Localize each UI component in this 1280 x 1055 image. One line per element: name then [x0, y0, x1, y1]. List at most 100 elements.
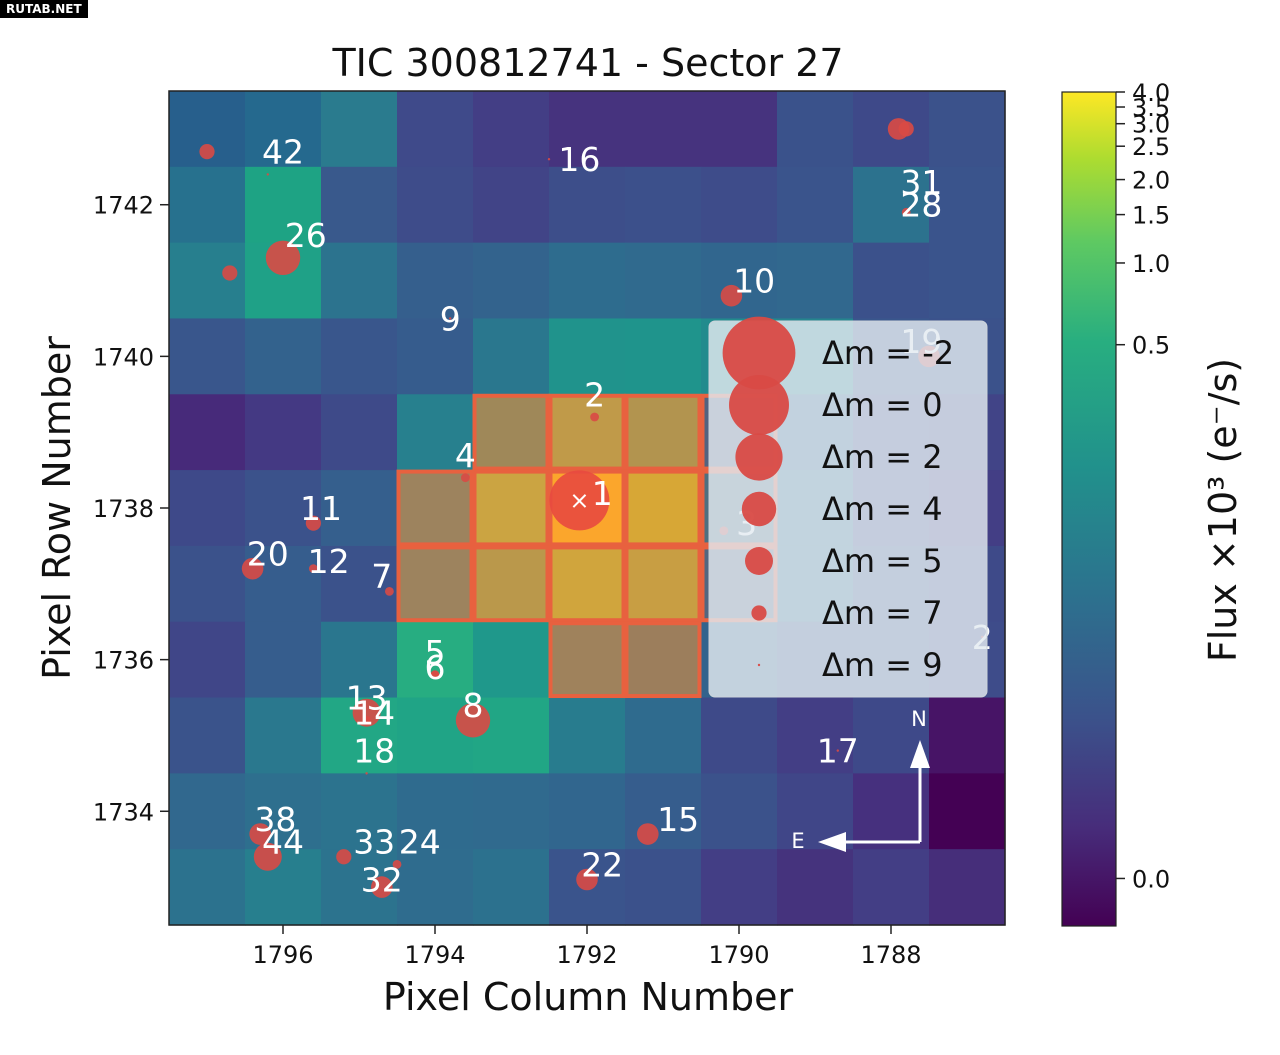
star-marker	[637, 823, 659, 845]
flux-pixel	[625, 394, 702, 471]
flux-pixel	[625, 621, 702, 699]
star-marker	[898, 121, 914, 137]
legend-label: Δm = 9	[822, 646, 943, 684]
aperture-pixel	[548, 621, 626, 699]
star-label: 6	[425, 648, 446, 687]
star-marker	[265, 240, 301, 275]
star-marker	[253, 842, 282, 871]
colorbar-ticks: 4.03.53.02.5 2.0 1.5 1.0 0.5 0.0	[1116, 79, 1170, 893]
flux-pixel	[549, 318, 626, 395]
colorbar-tick-label: 3.5	[1132, 94, 1170, 122]
star-marker	[249, 823, 271, 845]
flux-pixel	[245, 697, 322, 774]
star-marker	[305, 515, 321, 531]
flux-pixel	[473, 470, 550, 547]
flux-pixel	[321, 773, 398, 850]
flux-pixel	[397, 545, 474, 623]
star-label: 11	[300, 489, 342, 528]
flux-pixel	[169, 470, 246, 547]
flux-pixel	[853, 773, 930, 850]
legend-marker	[751, 605, 767, 621]
flux-pixel	[245, 91, 322, 168]
star-marker	[336, 849, 352, 865]
flux-pixel	[321, 242, 398, 320]
star-label: 15	[657, 800, 699, 839]
flux-pixel	[929, 242, 1006, 320]
star-marker	[385, 587, 394, 596]
legend-label: Δm = 0	[822, 386, 943, 424]
flux-pixel	[169, 318, 246, 395]
flux-pixel	[473, 621, 550, 699]
y-tick-label: 1740	[93, 343, 154, 371]
x-tick-label: 1790	[708, 941, 769, 969]
star-marker	[266, 173, 269, 176]
x-tick-label: 1788	[860, 941, 921, 969]
x-tick-label: 1796	[252, 941, 313, 969]
flux-pixel	[625, 849, 702, 926]
legend-marker	[745, 547, 773, 575]
legend-label: Δm = 5	[822, 542, 943, 580]
legend-marker	[741, 491, 777, 527]
compass-north-label: N	[911, 707, 927, 731]
legend-label: Δm = 7	[822, 594, 943, 632]
flux-pixel	[929, 91, 1006, 168]
flux-pixel	[549, 773, 626, 850]
legend-label: Δm = 2	[822, 438, 943, 476]
flux-pixel	[625, 318, 702, 395]
flux-pixel	[397, 773, 474, 850]
star-label: 5	[425, 633, 446, 672]
star-label: 24	[399, 823, 441, 862]
star-label: 26	[285, 216, 327, 255]
colorbar-tick-label: 1.5	[1132, 202, 1170, 230]
flux-pixel	[397, 394, 474, 471]
flux-pixel	[853, 849, 930, 926]
flux-pixel	[625, 91, 702, 168]
flux-pixel	[701, 849, 778, 926]
flux-heatmap	[169, 91, 1006, 926]
aperture-pixel	[624, 621, 702, 699]
aperture-pixel	[548, 545, 626, 623]
star-marker	[392, 859, 402, 869]
star-label: 14	[353, 694, 395, 733]
chart-title: TIC 300812741 - Sector 27	[331, 41, 843, 85]
flux-pixel	[321, 621, 398, 699]
flux-pixel	[245, 621, 322, 699]
flux-pixel	[929, 166, 1006, 244]
flux-pixel	[169, 394, 246, 471]
star-marker	[362, 715, 371, 725]
flux-pixel	[473, 318, 550, 395]
flux-pixel	[169, 849, 246, 926]
star-marker	[371, 876, 393, 898]
colorbar-tick-label: 1.0	[1132, 250, 1170, 278]
star-label: 32	[361, 861, 403, 900]
flux-pixel	[321, 470, 398, 547]
flux-pixel	[777, 242, 854, 320]
flux-pixel	[549, 545, 626, 623]
star-label: 42	[262, 133, 304, 172]
flux-pixel	[473, 166, 550, 244]
star-label: 17	[817, 732, 859, 771]
flux-pixel	[777, 91, 854, 168]
flux-pixel	[245, 394, 322, 471]
colorbar-tick-label: 2.0	[1132, 167, 1170, 195]
flux-pixel	[929, 773, 1006, 850]
flux-pixel	[169, 621, 246, 699]
star-marker	[549, 470, 610, 531]
colorbar-tick-label: 0.5	[1132, 332, 1170, 360]
star-label: 8	[463, 686, 484, 725]
watermark: RUTAB.NET	[0, 0, 88, 18]
flux-pixel	[169, 773, 246, 850]
legend-marker	[729, 375, 789, 435]
flux-pixel	[929, 849, 1006, 926]
flux-pixel	[321, 91, 398, 168]
flux-pixel	[625, 242, 702, 320]
star-marker	[199, 144, 215, 160]
y-tick-label: 1734	[93, 798, 154, 826]
flux-pixel	[549, 697, 626, 774]
flux-pixel	[549, 91, 626, 168]
flux-pixel	[777, 849, 854, 926]
x-tick-label: 1794	[404, 941, 465, 969]
flux-pixel	[473, 849, 550, 926]
flux-pixel	[549, 621, 626, 699]
